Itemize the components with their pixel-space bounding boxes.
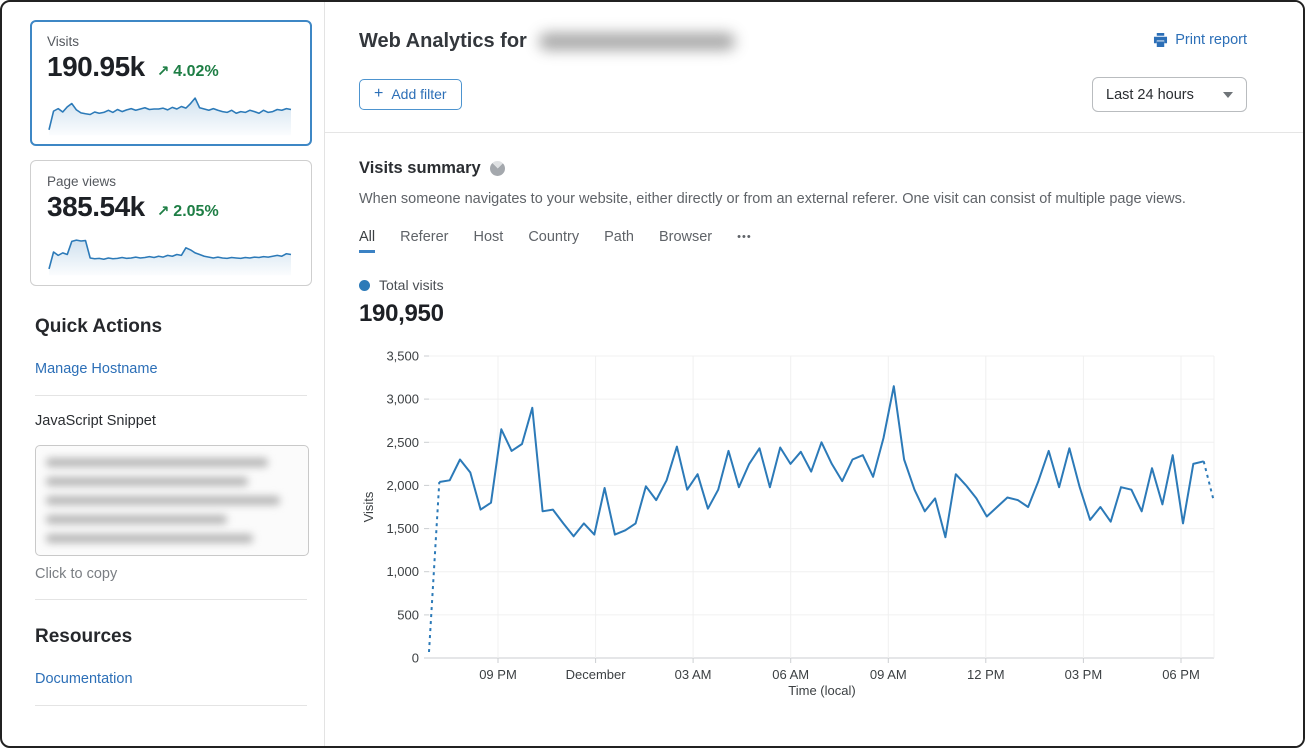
visits-sparkline xyxy=(48,97,292,136)
svg-text:09 PM: 09 PM xyxy=(479,667,517,682)
metric-change: ↗ 2.05% xyxy=(157,202,219,221)
chart-legend: Total visits xyxy=(359,277,1269,293)
divider xyxy=(35,599,307,600)
svg-text:06 PM: 06 PM xyxy=(1162,667,1200,682)
redacted-code-line xyxy=(46,458,268,467)
svg-text:03 AM: 03 AM xyxy=(675,667,712,682)
print-report-link[interactable]: Print report xyxy=(1153,32,1247,48)
tab-path[interactable]: Path xyxy=(604,229,634,245)
svg-text:Visits: Visits xyxy=(361,491,376,522)
tab-country[interactable]: Country xyxy=(528,229,580,245)
manage-hostname-link[interactable]: Manage Hostname xyxy=(35,361,158,377)
divider xyxy=(35,395,307,396)
redacted-code-line xyxy=(46,496,281,505)
divider xyxy=(35,705,307,706)
page-title-text: Web Analytics for xyxy=(359,30,527,52)
visits-summary-title: Visits summary xyxy=(359,159,481,177)
pie-chart-icon xyxy=(489,161,505,176)
svg-text:12 PM: 12 PM xyxy=(967,667,1005,682)
metric-card-visits[interactable]: Visits 190.95k ↗ 4.02% xyxy=(30,20,312,146)
svg-text:1,000: 1,000 xyxy=(386,564,419,579)
svg-text:3,500: 3,500 xyxy=(386,349,419,364)
site-domain-redacted xyxy=(538,33,735,50)
tabs-more-button[interactable]: ••• xyxy=(737,231,752,243)
header-divider xyxy=(325,132,1303,133)
metric-label: Visits xyxy=(47,34,80,49)
add-filter-button[interactable]: + Add filter xyxy=(359,79,462,110)
time-range-select[interactable]: Last 24 hours xyxy=(1092,77,1247,112)
js-snippet-code-redacted[interactable] xyxy=(35,445,309,556)
chart-container: 3,500 3,000 2,500 2,000 1,500 1,000 500 0 09 PM D… xyxy=(359,348,1269,700)
printer-icon xyxy=(1154,33,1168,47)
legend-label: Total visits xyxy=(379,277,444,293)
visits-line-chart: 3,500 3,000 2,500 2,000 1,500 1,000 500 0 09 PM D… xyxy=(361,349,1215,698)
svg-text:06 AM: 06 AM xyxy=(772,667,809,682)
trend-up-icon: ↗ xyxy=(156,62,170,80)
quick-actions-heading: Quick Actions xyxy=(35,316,163,337)
main-content: Web Analytics for Print report + Add fil… xyxy=(325,2,1303,746)
page-title: Web Analytics for xyxy=(359,30,735,53)
svg-text:3,000: 3,000 xyxy=(386,392,419,407)
metric-card-page-views[interactable]: Page views 385.54k ↗ 2.05% xyxy=(30,160,312,286)
svg-text:0: 0 xyxy=(412,651,419,666)
visits-summary-description: When someone navigates to your website, … xyxy=(359,191,1186,207)
sidebar: Visits 190.95k ↗ 4.02% Page views 385.54… xyxy=(2,2,325,746)
page-views-sparkline xyxy=(48,239,292,276)
time-range-value: Last 24 hours xyxy=(1106,86,1194,103)
svg-text:2,500: 2,500 xyxy=(386,435,419,450)
svg-text:2,000: 2,000 xyxy=(386,478,419,493)
total-visits-value: 190,950 xyxy=(359,300,444,327)
js-snippet-label: JavaScript Snippet xyxy=(35,413,156,429)
main-header: Web Analytics for Print report + Add fil… xyxy=(325,2,1303,132)
svg-text:December: December xyxy=(566,667,627,682)
trend-up-icon: ↗ xyxy=(156,202,170,220)
legend-dot-icon xyxy=(359,279,370,291)
redacted-code-line xyxy=(46,515,228,524)
metric-value: 385.54k xyxy=(47,191,145,222)
tab-host[interactable]: Host xyxy=(473,229,504,245)
tab-browser[interactable]: Browser xyxy=(658,229,713,245)
print-report-label: Print report xyxy=(1175,32,1247,48)
add-filter-label: Add filter xyxy=(391,86,447,102)
metric-change-value: 2.05% xyxy=(173,203,219,220)
tab-referer[interactable]: Referer xyxy=(400,229,449,245)
caret-down-icon xyxy=(1223,91,1233,98)
click-to-copy-hint: Click to copy xyxy=(35,566,118,582)
metric-change-value: 4.02% xyxy=(173,63,219,80)
svg-text:1,500: 1,500 xyxy=(386,521,419,536)
summary-tabs: All Referer Host Country Path Browser ••… xyxy=(359,229,1269,253)
svg-text:09 AM: 09 AM xyxy=(870,667,907,682)
metric-value: 190.95k xyxy=(47,51,145,82)
metric-label: Page views xyxy=(47,174,117,189)
visits-summary-section: Visits summary When someone navigates to… xyxy=(325,133,1303,700)
resources-heading: Resources xyxy=(35,626,133,647)
redacted-code-line xyxy=(46,477,248,486)
plus-icon: + xyxy=(374,85,384,102)
metric-change: ↗ 4.02% xyxy=(157,62,219,81)
tab-all[interactable]: All xyxy=(359,229,376,253)
documentation-link[interactable]: Documentation xyxy=(35,671,133,687)
svg-text:03 PM: 03 PM xyxy=(1065,667,1103,682)
redacted-code-line xyxy=(46,534,253,543)
svg-text:500: 500 xyxy=(397,607,419,622)
svg-text:Time (local): Time (local) xyxy=(788,683,855,698)
